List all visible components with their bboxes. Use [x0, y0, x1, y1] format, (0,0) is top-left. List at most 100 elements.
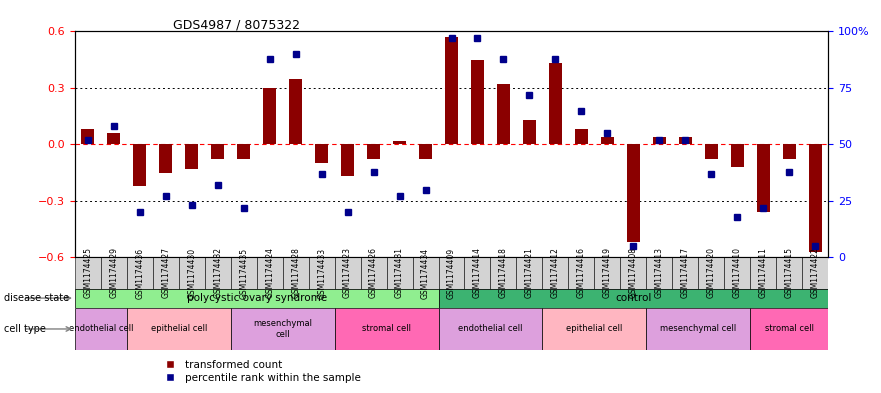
- Bar: [81, 129, 94, 144]
- Bar: [575, 129, 588, 144]
- Text: polycystic ovary syndrome: polycystic ovary syndrome: [187, 293, 327, 303]
- Bar: [335, 308, 439, 350]
- Bar: [491, 257, 516, 288]
- Text: mesenchymal cell: mesenchymal cell: [660, 325, 737, 334]
- Text: GSM1174426: GSM1174426: [369, 248, 378, 298]
- Text: GSM1174418: GSM1174418: [499, 248, 508, 298]
- Bar: [75, 308, 127, 350]
- Text: epithelial cell: epithelial cell: [566, 325, 623, 334]
- Bar: [231, 308, 335, 350]
- Bar: [627, 144, 640, 242]
- Bar: [419, 144, 432, 160]
- Text: GSM1174420: GSM1174420: [707, 248, 715, 298]
- Bar: [100, 257, 127, 288]
- Bar: [678, 137, 692, 144]
- Text: GSM1174436: GSM1174436: [136, 248, 144, 299]
- Bar: [211, 144, 225, 160]
- Bar: [204, 257, 231, 288]
- Bar: [620, 257, 647, 288]
- Text: GSM1174432: GSM1174432: [213, 248, 222, 298]
- Bar: [75, 257, 100, 288]
- Bar: [672, 257, 699, 288]
- Text: GSM1174408: GSM1174408: [629, 248, 638, 298]
- Text: GSM1174416: GSM1174416: [577, 248, 586, 298]
- Bar: [445, 37, 458, 144]
- Text: endothelial cell: endothelial cell: [69, 325, 133, 334]
- Text: GSM1174434: GSM1174434: [421, 248, 430, 299]
- Text: GSM1174409: GSM1174409: [447, 248, 456, 299]
- Bar: [412, 257, 439, 288]
- Bar: [179, 257, 204, 288]
- Bar: [653, 137, 666, 144]
- Text: GSM1174424: GSM1174424: [265, 248, 274, 298]
- Text: cell type: cell type: [4, 324, 47, 334]
- Bar: [543, 257, 568, 288]
- Bar: [159, 144, 173, 173]
- Bar: [730, 144, 744, 167]
- Bar: [127, 257, 152, 288]
- Bar: [335, 257, 360, 288]
- Bar: [782, 144, 796, 160]
- Text: GSM1174421: GSM1174421: [525, 248, 534, 298]
- Bar: [595, 257, 620, 288]
- Bar: [757, 144, 770, 212]
- Bar: [393, 141, 406, 144]
- Bar: [387, 257, 412, 288]
- Bar: [464, 257, 491, 288]
- Bar: [256, 257, 283, 288]
- Text: GSM1174413: GSM1174413: [655, 248, 663, 298]
- Text: GSM1174429: GSM1174429: [109, 248, 118, 298]
- Text: GSM1174431: GSM1174431: [395, 248, 404, 298]
- Bar: [133, 144, 146, 186]
- Bar: [185, 144, 198, 169]
- Text: GSM1174419: GSM1174419: [603, 248, 612, 298]
- Bar: [601, 137, 614, 144]
- Bar: [367, 144, 380, 160]
- Bar: [360, 257, 387, 288]
- Bar: [705, 144, 718, 160]
- Text: GSM1174412: GSM1174412: [551, 248, 560, 298]
- Bar: [341, 144, 354, 176]
- Text: stromal cell: stromal cell: [765, 325, 814, 334]
- Bar: [568, 257, 595, 288]
- Bar: [549, 63, 562, 144]
- Text: GSM1174435: GSM1174435: [240, 248, 248, 299]
- Text: GSM1174422: GSM1174422: [811, 248, 819, 298]
- Text: GSM1174414: GSM1174414: [473, 248, 482, 298]
- Text: disease state: disease state: [4, 293, 70, 303]
- Text: GSM1174423: GSM1174423: [343, 248, 352, 298]
- Text: GSM1174417: GSM1174417: [681, 248, 690, 298]
- Bar: [439, 257, 464, 288]
- Bar: [809, 144, 822, 252]
- Bar: [75, 288, 439, 308]
- Text: GSM1174425: GSM1174425: [84, 248, 93, 298]
- Text: GSM1174410: GSM1174410: [733, 248, 742, 298]
- Text: epithelial cell: epithelial cell: [151, 325, 207, 334]
- Bar: [497, 84, 510, 144]
- Bar: [315, 144, 328, 163]
- Bar: [523, 120, 536, 144]
- Bar: [127, 308, 231, 350]
- Text: GSM1174428: GSM1174428: [291, 248, 300, 298]
- Bar: [439, 288, 828, 308]
- Text: GSM1174433: GSM1174433: [317, 248, 326, 299]
- Bar: [231, 257, 256, 288]
- Bar: [751, 257, 776, 288]
- Bar: [308, 257, 335, 288]
- Legend: transformed count, percentile rank within the sample: transformed count, percentile rank withi…: [155, 356, 365, 387]
- Bar: [439, 308, 543, 350]
- Text: control: control: [615, 293, 652, 303]
- Bar: [263, 88, 276, 144]
- Text: GDS4987 / 8075322: GDS4987 / 8075322: [173, 18, 300, 31]
- Bar: [283, 257, 308, 288]
- Bar: [803, 257, 828, 288]
- Text: GSM1174411: GSM1174411: [759, 248, 767, 298]
- Text: GSM1174427: GSM1174427: [161, 248, 170, 298]
- Bar: [289, 79, 302, 144]
- Bar: [516, 257, 543, 288]
- Bar: [647, 257, 672, 288]
- Bar: [776, 257, 803, 288]
- Text: mesenchymal
cell: mesenchymal cell: [253, 319, 312, 339]
- Text: GSM1174430: GSM1174430: [188, 248, 196, 299]
- Text: GSM1174415: GSM1174415: [785, 248, 794, 298]
